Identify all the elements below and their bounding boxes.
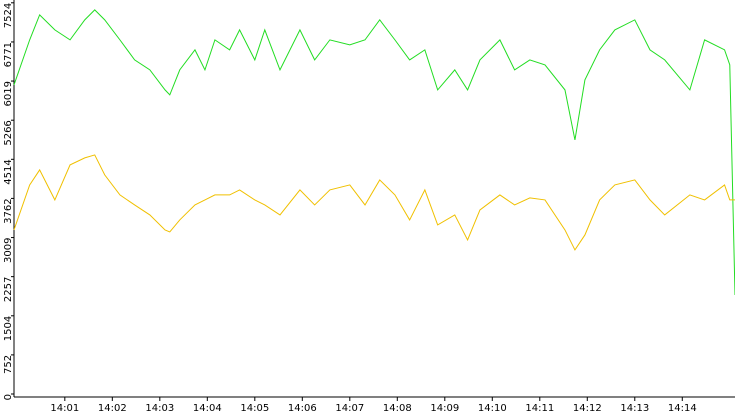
y-tick-label: 4514 [3, 159, 14, 184]
x-tick-label: 14:08 [383, 403, 412, 414]
y-tick-label: 5266 [3, 120, 14, 145]
y-tick-label: 6019 [3, 81, 14, 106]
x-tick-label: 14:12 [573, 403, 602, 414]
x-tick-label: 14:03 [145, 403, 174, 414]
x-tick-label: 14:14 [668, 403, 697, 414]
x-tick-label: 14:11 [525, 403, 554, 414]
x-tick-label: 14:06 [288, 403, 317, 414]
y-tick-label: 3009 [3, 238, 14, 263]
x-tick-label: 14:04 [193, 403, 222, 414]
y-tick-label: 2257 [3, 277, 14, 302]
x-tick-label: 14:13 [620, 403, 649, 414]
y-tick-label: 1504 [3, 316, 14, 341]
series-line [13, 154, 735, 251]
x-tick-label: 14:02 [98, 403, 127, 414]
x-tick-label: 14:10 [478, 403, 507, 414]
x-tick-label: 14:07 [335, 403, 364, 414]
x-tick-label: 14:01 [50, 403, 79, 414]
y-tick-label: 3762 [3, 198, 14, 223]
y-tick-label: 0 [3, 394, 14, 400]
y-tick-label: 6771 [3, 42, 14, 67]
x-tick-label: 14:05 [240, 403, 269, 414]
y-tick-label: 752 [3, 355, 14, 374]
x-tick-label: 14:09 [430, 403, 459, 414]
y-tick-label: 7524 [3, 3, 14, 28]
series-line [13, 9, 735, 295]
